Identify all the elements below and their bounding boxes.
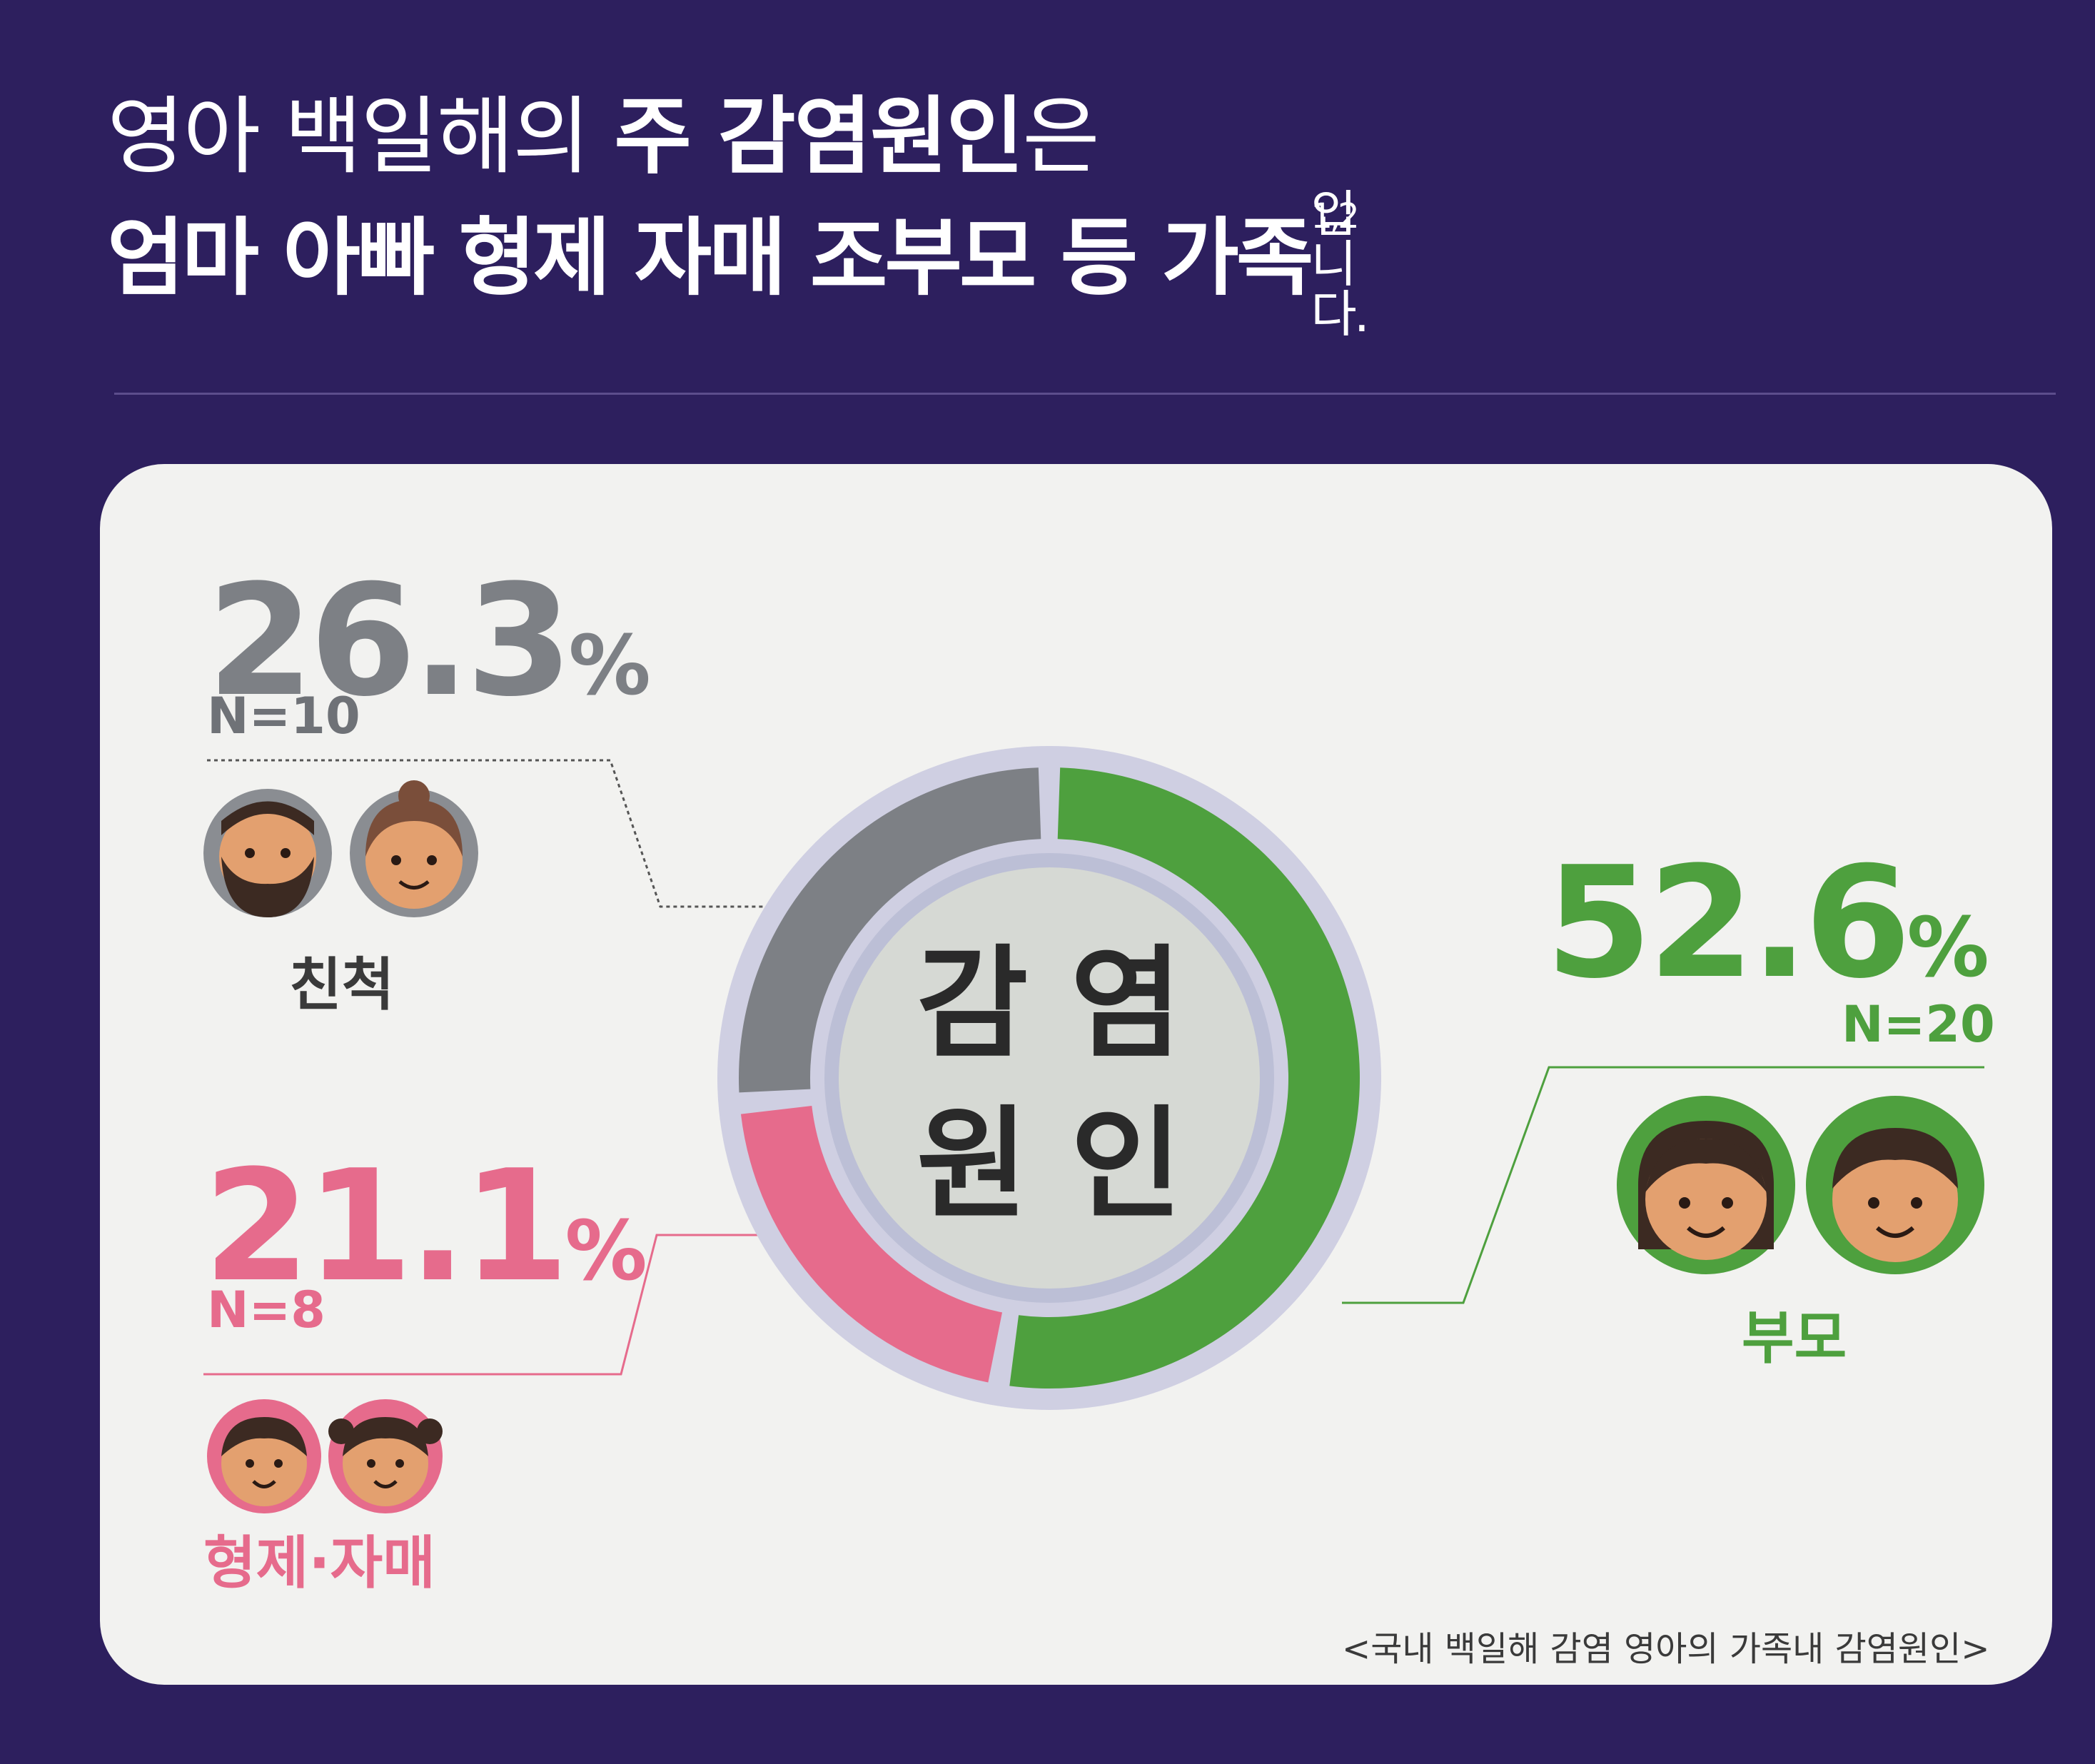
relatives-leader-line [207, 759, 832, 908]
headline-line2-bold: 엄마 아빠 형제 자매 조부모 등 가족 [107, 208, 1313, 307]
headline-line2-normal: 입니다. [1311, 185, 1370, 343]
divider [114, 393, 2056, 395]
brother-icon [207, 1399, 321, 1513]
mother-icon [1617, 1096, 1795, 1274]
relatives-n: N=10 [207, 687, 360, 745]
female-elder-icon [350, 780, 478, 917]
headline-line1-bold: 주 감염원인 [614, 87, 1024, 186]
headline-line2: 엄마 아빠 형제 자매 조부모 등 가족 입니다. 1,2 [107, 189, 1370, 339]
donut-center [839, 867, 1260, 1289]
donut-slices [739, 767, 1361, 1389]
center-label-line1: 감 염 [917, 934, 1182, 1075]
male-elder-icon [203, 789, 332, 917]
headline-line1-end: 은 [1022, 87, 1100, 186]
siblings-percent: 21.1% [203, 1136, 647, 1316]
donut-slice-siblings [740, 1105, 1003, 1383]
father-icon [1806, 1096, 1984, 1274]
footnote-ref: 1,2 [1311, 196, 1359, 236]
parents-percent: 52.6% [1545, 833, 1989, 1012]
siblings-leader-line [203, 1234, 832, 1376]
parents-label: 부모 [1742, 1305, 1847, 1371]
siblings-n: N=8 [207, 1281, 325, 1339]
relatives-percent: 26.3% [207, 551, 651, 730]
headline-line1-normal: 영아 백일해의 [107, 87, 615, 186]
center-label-line2: 원 인 [917, 1094, 1182, 1236]
relatives-label: 친척 [289, 952, 395, 1018]
source-caption: <국내 백일해 감염 영아의 가족내 감염원인> [1342, 1629, 1990, 1669]
donut-slice-parents [1009, 767, 1361, 1389]
relatives-percent-value: 26.3 [207, 551, 572, 730]
parents-leader-line [1342, 1066, 1984, 1304]
headline-line1: 영아 백일해의 주 감염원인은 [107, 68, 1100, 190]
donut-slice-relatives [739, 767, 1041, 1093]
parents-n: N=20 [1842, 995, 1995, 1054]
parents-percent-value: 52.6 [1545, 833, 1911, 1012]
sister-icon [328, 1399, 443, 1513]
siblings-percent-value: 21.1 [203, 1136, 569, 1316]
siblings-label: 형제·자매 [203, 1530, 435, 1596]
